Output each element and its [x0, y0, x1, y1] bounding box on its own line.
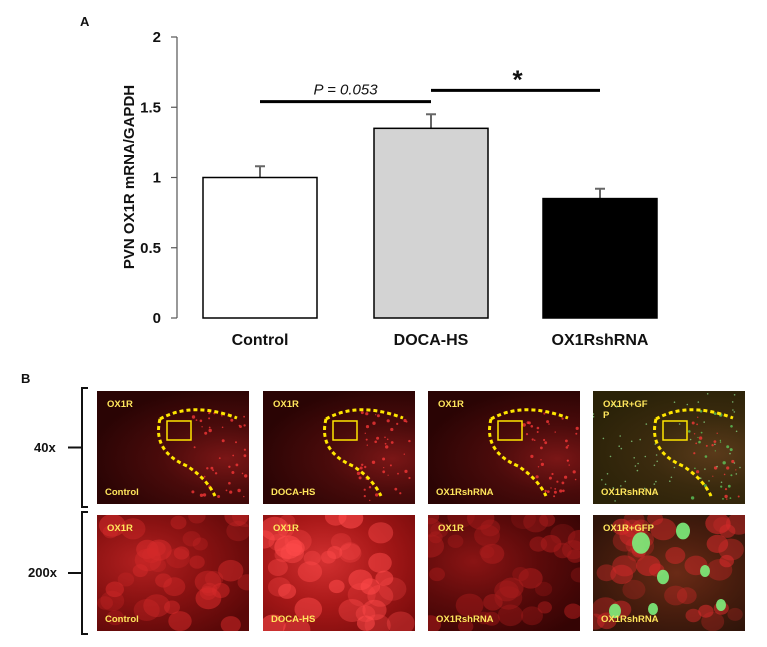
micrograph-panel: OX1R+GFP OX1RshRNA: [593, 515, 745, 631]
panel-stain-label: OX1R: [438, 523, 464, 534]
magnification-label: 200x: [28, 565, 57, 580]
micrograph-panel: OX1R DOCA-HS: [263, 391, 415, 504]
y-tick-label: 0: [153, 310, 161, 327]
micrograph-texture: [157, 408, 248, 498]
significance-label: *: [512, 64, 523, 94]
micrograph-texture: [593, 393, 741, 502]
panel-group-label: Control: [105, 614, 139, 625]
row-bracket: [68, 387, 88, 508]
significance-label: P = 0.053: [313, 82, 378, 99]
panel-stain-label: OX1R+GF P: [603, 399, 648, 421]
panel-stain-label: OX1R: [438, 399, 464, 410]
micrograph-panel: OX1R Control: [97, 391, 249, 504]
row-bracket: [68, 511, 88, 635]
x-tick-label: OX1RshRNA: [552, 332, 649, 349]
y-tick-label: 2: [153, 29, 161, 46]
panel-stain-label: OX1R: [107, 399, 133, 410]
micrograph-texture: [488, 408, 579, 498]
panel-stain-label: OX1R: [107, 523, 133, 534]
micrograph-texture: [97, 515, 249, 631]
bar: [373, 127, 489, 319]
micrograph-texture: [593, 515, 745, 631]
bar: [202, 176, 318, 319]
panel-group-label: DOCA-HS: [271, 614, 316, 625]
y-axis-label: PVN OX1R mRNA/GAPDH: [121, 85, 138, 269]
panel-group-label: Control: [105, 487, 139, 498]
micrograph-panel: OX1R+GF P OX1RshRNA: [593, 391, 745, 504]
y-tick-label: 1.5: [140, 99, 161, 116]
bar: [542, 197, 658, 319]
micrograph-texture: [323, 408, 411, 502]
micrograph-panel: OX1R OX1RshRNA: [428, 391, 580, 504]
panel-group-label: OX1RshRNA: [436, 614, 494, 625]
panel-group-label: DOCA-HS: [271, 487, 316, 498]
panel-group-label: OX1RshRNA: [436, 487, 494, 498]
panel-stain-label: OX1R+GFP: [603, 523, 654, 534]
y-axis: 0 0.5 1 1.5 2: [140, 29, 178, 327]
bars: [202, 113, 658, 319]
micrograph-panel: OX1R Control: [97, 515, 249, 631]
micrograph-panel: OX1R OX1RshRNA: [428, 515, 580, 631]
panel-stain-label: OX1R: [273, 523, 299, 534]
bar-chart: PVN OX1R mRNA/GAPDH 0 0.5 1 1.5 2 Control DOC…: [121, 29, 658, 349]
panel-group-label: OX1RshRNA: [601, 487, 659, 498]
panel-stain-label: OX1R: [273, 399, 299, 410]
micrograph-panel: OX1R DOCA-HS: [263, 515, 415, 631]
micrograph-texture: [428, 515, 580, 631]
panel-group-label: OX1RshRNA: [601, 614, 659, 625]
x-tick-label: Control: [232, 332, 289, 349]
panel-b-label: B: [21, 371, 31, 386]
x-axis-labels: Control DOCA-HS OX1RshRNA: [232, 332, 649, 349]
y-tick-label: 1: [153, 170, 161, 187]
magnification-label: 40x: [34, 439, 56, 455]
x-tick-label: DOCA-HS: [394, 332, 469, 349]
panel-a-label: A: [80, 14, 90, 29]
micrograph-texture: [263, 515, 415, 631]
significance-annotations: P = 0.053 *: [260, 64, 600, 104]
y-tick-label: 0.5: [140, 240, 161, 257]
